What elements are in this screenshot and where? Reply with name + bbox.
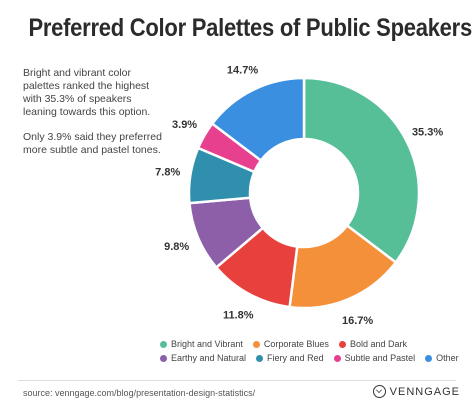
legend-label: Other — [436, 353, 459, 363]
brand-logo: VENNGAGE — [372, 385, 460, 398]
legend-label: Bold and Dark — [349, 339, 407, 349]
legend-swatch — [256, 354, 264, 362]
chart-title: Preferred Color Palettes of Public Speak… — [28, 14, 472, 42]
legend-label: Corporate Blues — [263, 339, 329, 349]
venngage-logo-icon — [372, 385, 386, 398]
brand-name: VENNGAGE — [389, 385, 460, 398]
donut-chart: 35.3% 16.7% 11.8% 9.8% 7.8% 3.9% 14.7% — [155, 64, 443, 327]
legend-label: Bright and Vibrant — [171, 339, 243, 349]
legend-row: Bright and Vibrant Corporate Blues Bold an… — [160, 339, 460, 349]
legend-item: Earthy and Natural — [160, 353, 246, 363]
donut-slice-bright-and-vibrant — [302, 76, 421, 265]
slice-value-label: 11.8% — [223, 309, 254, 321]
donut-slice-other — [210, 76, 306, 163]
legend-item: Bold and Dark — [338, 339, 407, 349]
description-paragraph-1: Bright and vibrant color palettes ranked… — [23, 67, 151, 118]
legend-swatch — [333, 354, 341, 362]
footer-divider — [18, 380, 456, 381]
legend-item: Subtle and Pastel — [333, 353, 416, 363]
source-text: source: venngage.com/blog/presentation-d… — [23, 388, 256, 398]
legend-item: Bright and Vibrant — [160, 339, 243, 349]
legend-swatch — [160, 340, 167, 348]
legend-item: Corporate Blues — [252, 339, 329, 349]
slice-value-label: 7.8% — [155, 166, 180, 178]
slice-value-label: 35.3% — [412, 127, 443, 139]
legend-swatch — [252, 340, 260, 348]
legend-swatch — [160, 354, 167, 362]
legend-item: Other — [425, 353, 459, 363]
chart-description: Bright and vibrant color palettes ranked… — [23, 67, 163, 169]
slice-value-label: 3.9% — [172, 119, 197, 131]
chart-legend: Bright and Vibrant Corporate Blues Bold an… — [160, 339, 460, 367]
legend-label: Earthy and Natural — [171, 353, 247, 363]
slice-value-label: 14.7% — [227, 64, 258, 76]
slice-value-label: 16.7% — [342, 315, 373, 327]
legend-label: Fiery and Red — [267, 353, 324, 363]
legend-swatch — [425, 354, 433, 362]
legend-label: Subtle and Pastel — [344, 353, 416, 363]
legend-item: Fiery and Red — [256, 353, 324, 363]
legend-swatch — [338, 340, 346, 348]
description-paragraph-2: Only 3.9% said they preferred more subtl… — [23, 131, 162, 156]
slice-value-label: 9.8% — [164, 241, 189, 253]
legend-row: Earthy and Natural Fiery and Red Subtle an… — [160, 353, 460, 363]
